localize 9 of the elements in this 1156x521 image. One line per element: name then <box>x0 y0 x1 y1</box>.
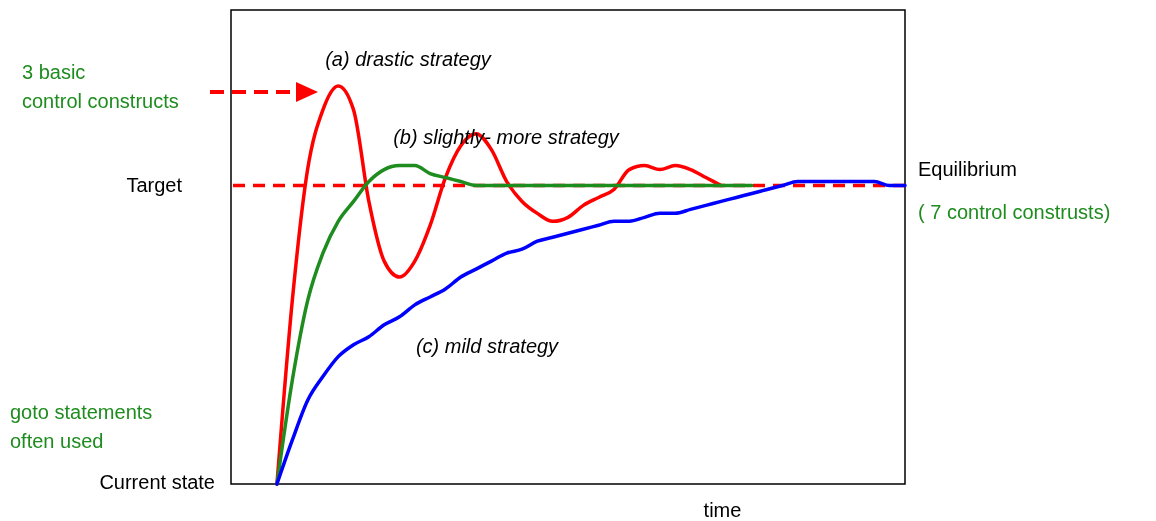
series-label: (a) drastic strategy <box>325 48 492 70</box>
text: 3 basic control constructs <box>22 61 179 112</box>
series-label: (c) mild strategy <box>415 335 560 357</box>
text: Current state <box>99 471 215 493</box>
ref-line-label: Target <box>126 173 183 196</box>
text: Equilibrium <box>918 158 1017 180</box>
x-axis-title: time <box>703 498 742 521</box>
text: goto statements often used <box>10 401 153 452</box>
text: ( 7 control construsts) <box>918 201 1111 223</box>
